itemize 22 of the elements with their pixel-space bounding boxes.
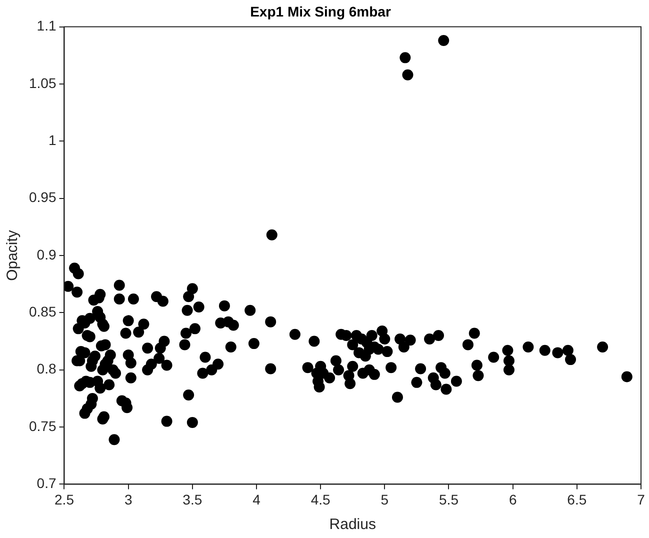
y-tick-label: 0.95 (29, 189, 56, 206)
x-tick-label: 3 (124, 491, 132, 508)
x-tick-label: 3.5 (182, 491, 202, 508)
y-tick-label: 1.1 (36, 18, 56, 34)
chart-title: Exp1 Mix Sing 6mbar (250, 3, 392, 20)
x-tick-label: 5.5 (439, 491, 459, 508)
y-tick-label: 1.05 (29, 74, 56, 91)
x-tick-label: 6.5 (567, 491, 587, 508)
y-tick-label: 0.85 (29, 304, 56, 320)
x-tick-label: 4 (252, 491, 261, 508)
x-tick-label: 4.5 (310, 491, 331, 508)
y-tick-label: 0.7 (36, 475, 56, 492)
x-axis-title: Radius (329, 516, 376, 534)
y-tick-label: 0.9 (36, 246, 56, 262)
y-tick-label: 0.75 (29, 418, 56, 434)
x-tick-label: 2.5 (54, 491, 74, 508)
y-tick-label: 1 (48, 132, 56, 148)
x-tick-label: 7 (637, 491, 646, 508)
y-axis-title: Opacity (4, 230, 22, 281)
y-tick-label: 0.8 (36, 360, 56, 377)
x-tick-label: 5 (380, 491, 389, 508)
x-tick-label: 6 (508, 491, 517, 508)
